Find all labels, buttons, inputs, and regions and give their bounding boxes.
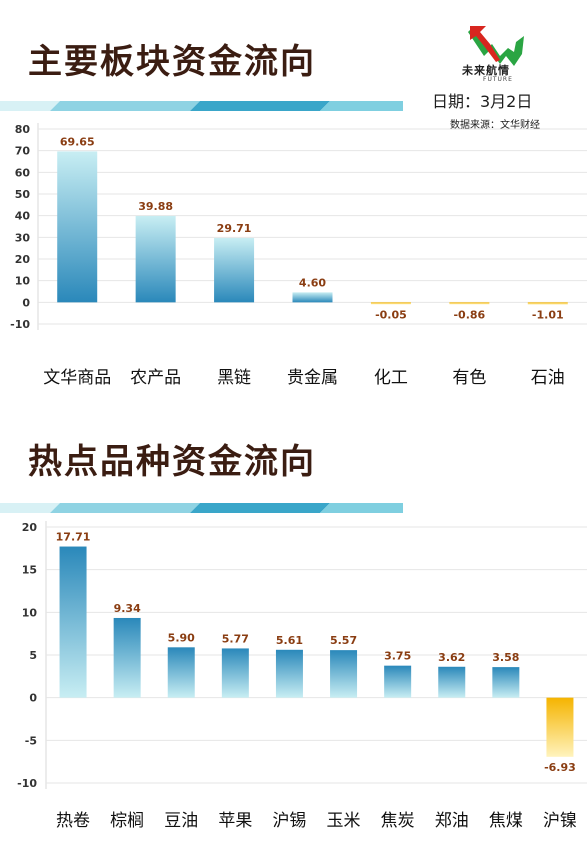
category-label: 苹果 bbox=[218, 811, 252, 831]
category-label: 农产品 bbox=[130, 368, 181, 388]
bar bbox=[214, 237, 255, 303]
bar-value-label: -0.86 bbox=[453, 308, 485, 321]
bar bbox=[221, 648, 249, 698]
category-label: 玉米 bbox=[327, 811, 361, 831]
data-source-label: 数据来源：文华财经 bbox=[450, 120, 540, 131]
chart-title-hot-products: 热点品种资金流向 bbox=[28, 442, 316, 482]
category-label: 贵金属 bbox=[287, 368, 338, 388]
logo-subtext: FUTURE bbox=[483, 76, 513, 83]
bar bbox=[59, 546, 87, 698]
category-label: 黑链 bbox=[217, 368, 251, 388]
y-tick-label: 15 bbox=[22, 564, 37, 577]
bar-value-label: 5.77 bbox=[222, 632, 249, 645]
y-tick-label: 5 bbox=[29, 649, 37, 662]
bar-value-label: 39.88 bbox=[138, 200, 173, 213]
category-label: 热卷 bbox=[56, 811, 90, 831]
bar bbox=[384, 665, 412, 698]
category-label: 化工 bbox=[374, 368, 408, 388]
y-tick-label: 10 bbox=[22, 606, 38, 619]
bar-value-label: -1.01 bbox=[532, 309, 564, 322]
bar-value-label: 3.62 bbox=[438, 651, 465, 664]
title-underline-stripe-2 bbox=[0, 503, 403, 513]
category-label: 沪镍 bbox=[543, 811, 577, 831]
bar-value-label: 5.61 bbox=[276, 634, 303, 647]
category-label: 石油 bbox=[531, 368, 565, 388]
bar-value-label: 5.57 bbox=[330, 634, 357, 647]
y-tick-label: 50 bbox=[15, 188, 31, 201]
category-label: 郑油 bbox=[435, 811, 469, 831]
date-label: 日期：3月2日 bbox=[432, 92, 533, 111]
bar-value-label: -0.05 bbox=[375, 308, 407, 321]
chart-title-sectors: 主要板块资金流向 bbox=[28, 42, 316, 82]
y-tick-label: 60 bbox=[15, 166, 31, 179]
bar bbox=[370, 302, 411, 305]
y-tick-label: 10 bbox=[15, 275, 31, 288]
bar bbox=[113, 617, 141, 698]
category-label: 焦炭 bbox=[381, 811, 415, 831]
sector-fund-flow-chart: 80 70 60 50 40 30 20 10 0 -10 69.65 文华商品 39.88 农产品 29.… bbox=[10, 123, 587, 388]
bar-value-label: 4.60 bbox=[299, 276, 326, 289]
bar bbox=[167, 647, 195, 698]
category-label: 焦煤 bbox=[489, 811, 523, 831]
category-label: 棕榈 bbox=[110, 811, 144, 831]
y-tick-label: 80 bbox=[15, 123, 31, 136]
bar bbox=[438, 666, 466, 698]
bar-value-label: 29.71 bbox=[217, 222, 252, 235]
bar bbox=[527, 302, 568, 305]
y-tick-label: 20 bbox=[22, 521, 38, 534]
y-tick-label: 20 bbox=[15, 253, 31, 266]
category-label: 文华商品 bbox=[43, 368, 111, 388]
bar bbox=[57, 151, 98, 303]
y-tick-label: -5 bbox=[25, 734, 37, 747]
bar bbox=[135, 215, 176, 303]
y-tick-label: -10 bbox=[10, 318, 30, 331]
bar bbox=[449, 302, 490, 305]
bar bbox=[492, 667, 520, 698]
bar-value-label: 3.75 bbox=[384, 650, 411, 663]
title-underline-stripe bbox=[0, 101, 403, 111]
category-label: 豆油 bbox=[164, 811, 198, 831]
bar-value-label: 17.71 bbox=[56, 531, 91, 544]
y-tick-label: 30 bbox=[15, 231, 31, 244]
bar-value-label: 3.58 bbox=[492, 651, 519, 664]
bar bbox=[546, 697, 574, 757]
y-tick-label: 70 bbox=[15, 145, 31, 158]
y-tick-label: 0 bbox=[22, 296, 30, 309]
bar bbox=[292, 292, 333, 303]
bar-value-label: -6.93 bbox=[544, 761, 576, 774]
bar bbox=[275, 649, 303, 698]
category-label: 有色 bbox=[452, 368, 486, 388]
y-tick-label: 40 bbox=[15, 210, 31, 223]
bar bbox=[330, 650, 358, 698]
bar-value-label: 5.90 bbox=[168, 631, 195, 644]
rising-arrow-logo-icon bbox=[468, 26, 524, 66]
y-tick-label: -10 bbox=[17, 777, 37, 790]
bar-value-label: 9.34 bbox=[114, 602, 141, 615]
logo-text: 未来航情 bbox=[462, 64, 510, 77]
bar-value-label: 69.65 bbox=[60, 135, 95, 148]
category-label: 沪锡 bbox=[272, 811, 306, 831]
y-tick-label: 0 bbox=[29, 692, 37, 705]
